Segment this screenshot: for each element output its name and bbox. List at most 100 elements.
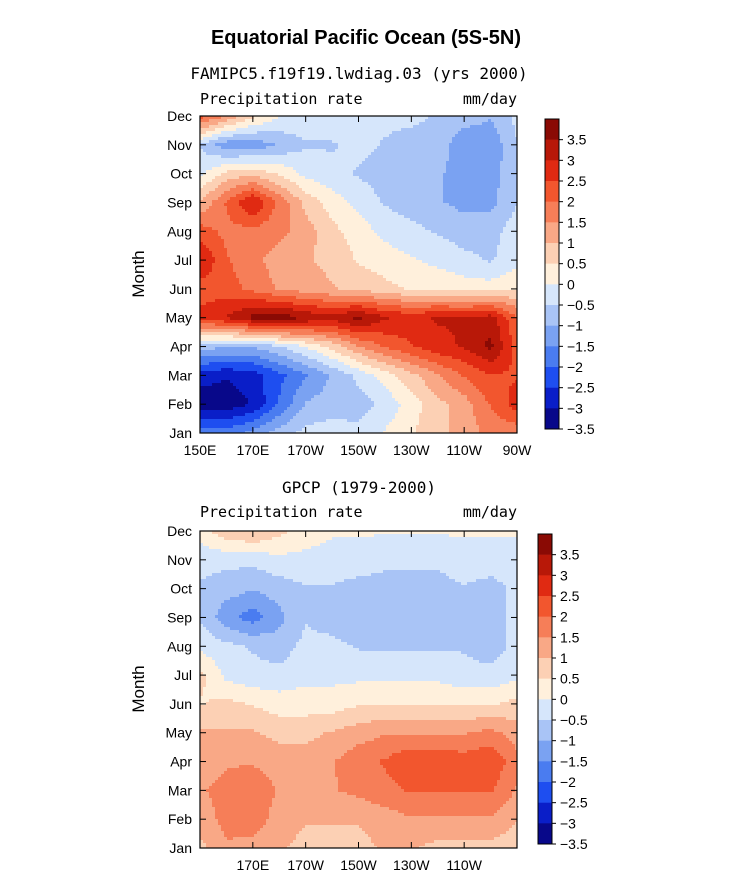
contour-cell xyxy=(425,167,429,171)
contour-cell xyxy=(428,218,432,222)
contour-cell xyxy=(398,158,402,162)
contour-cell xyxy=(401,215,405,219)
contour-cell xyxy=(374,176,378,180)
contour-cell xyxy=(377,254,381,258)
contour-cell xyxy=(236,125,240,129)
contour-cell xyxy=(266,200,270,204)
contour-cell xyxy=(449,194,453,198)
contour-cell xyxy=(368,242,372,246)
contour-cell xyxy=(323,248,327,252)
contour-cell xyxy=(383,116,387,120)
contour-cell xyxy=(320,119,324,123)
contour-cell xyxy=(341,197,345,201)
contour-cell xyxy=(380,185,384,189)
contour-cell xyxy=(275,248,279,252)
contour-cell xyxy=(503,248,507,252)
contour-cell xyxy=(350,170,354,174)
contour-cell xyxy=(377,152,381,156)
contour-cell xyxy=(401,164,405,168)
contour-cell xyxy=(293,191,297,195)
contour-cell xyxy=(245,194,249,198)
contour-cell xyxy=(251,137,255,141)
contour-cell xyxy=(464,131,468,135)
contour-cell xyxy=(485,119,489,123)
contour-cell xyxy=(503,167,507,171)
contour-cell xyxy=(464,221,468,225)
contour-cell xyxy=(356,218,360,222)
contour-cell xyxy=(299,170,303,174)
contour-cell xyxy=(224,143,228,147)
contour-cell xyxy=(233,164,237,168)
contour-cell xyxy=(338,140,342,144)
contour-cell xyxy=(461,221,465,225)
contour-cell xyxy=(350,134,354,138)
contour-cell xyxy=(389,134,393,138)
contour-cell xyxy=(476,221,480,225)
contour-cell xyxy=(215,254,219,258)
contour-cell xyxy=(227,230,231,234)
contour-cell xyxy=(296,251,300,255)
contour-cell xyxy=(275,242,279,246)
contour-cell xyxy=(329,230,333,234)
contour-cell xyxy=(266,188,270,192)
contour-cell xyxy=(473,134,477,138)
contour-cell xyxy=(323,191,327,195)
contour-cell xyxy=(254,164,258,168)
contour-cell xyxy=(431,206,435,210)
contour-cell xyxy=(416,146,420,150)
contour-cell xyxy=(368,152,372,156)
contour-cell xyxy=(464,188,468,192)
contour-cell xyxy=(332,161,336,165)
contour-cell xyxy=(392,131,396,135)
contour-cell xyxy=(272,164,276,168)
contour-cell xyxy=(359,173,363,177)
contour-cell xyxy=(470,170,474,174)
contour-cell xyxy=(233,215,237,219)
contour-cell xyxy=(437,242,441,246)
contour-cell xyxy=(515,170,517,174)
contour-cell xyxy=(479,233,483,237)
contour-cell xyxy=(356,134,360,138)
contour-cell xyxy=(272,173,276,177)
contour-cell xyxy=(251,158,255,162)
contour-cell xyxy=(395,227,399,231)
contour-cell xyxy=(509,197,513,201)
contour-cell xyxy=(311,233,315,237)
contour-cell xyxy=(236,140,240,144)
contour-cell xyxy=(377,122,381,126)
contour-cell xyxy=(326,239,330,243)
contour-cell xyxy=(326,140,330,144)
contour-cell xyxy=(266,140,270,144)
contour-cell xyxy=(473,227,477,231)
contour-cell xyxy=(341,179,345,183)
contour-cell xyxy=(350,137,354,141)
contour-cell xyxy=(293,188,297,192)
contour-cell xyxy=(413,140,417,144)
contour-cell xyxy=(422,173,426,177)
contour-cell xyxy=(374,209,378,213)
contour-cell xyxy=(212,143,216,147)
contour-cell xyxy=(344,233,348,237)
contour-cell xyxy=(464,122,468,126)
contour-cell xyxy=(245,230,249,234)
contour-cell xyxy=(317,119,321,123)
contour-cell xyxy=(218,140,222,144)
contour-cell xyxy=(389,146,393,150)
contour-cell xyxy=(353,245,357,249)
contour-cell xyxy=(206,203,210,207)
contour-cell xyxy=(248,176,252,180)
contour-cell xyxy=(359,131,363,135)
contour-cell xyxy=(281,239,285,243)
contour-cell xyxy=(431,239,435,243)
contour-cell xyxy=(356,122,360,126)
contour-cell xyxy=(401,119,405,123)
contour-cell xyxy=(422,218,426,222)
contour-cell xyxy=(416,158,420,162)
contour-cell xyxy=(353,215,357,219)
contour-cell xyxy=(353,143,357,147)
contour-cell xyxy=(257,182,261,186)
contour-cell xyxy=(296,119,300,123)
contour-cell xyxy=(266,185,270,189)
contour-cell xyxy=(317,191,321,195)
contour-cell xyxy=(395,212,399,216)
